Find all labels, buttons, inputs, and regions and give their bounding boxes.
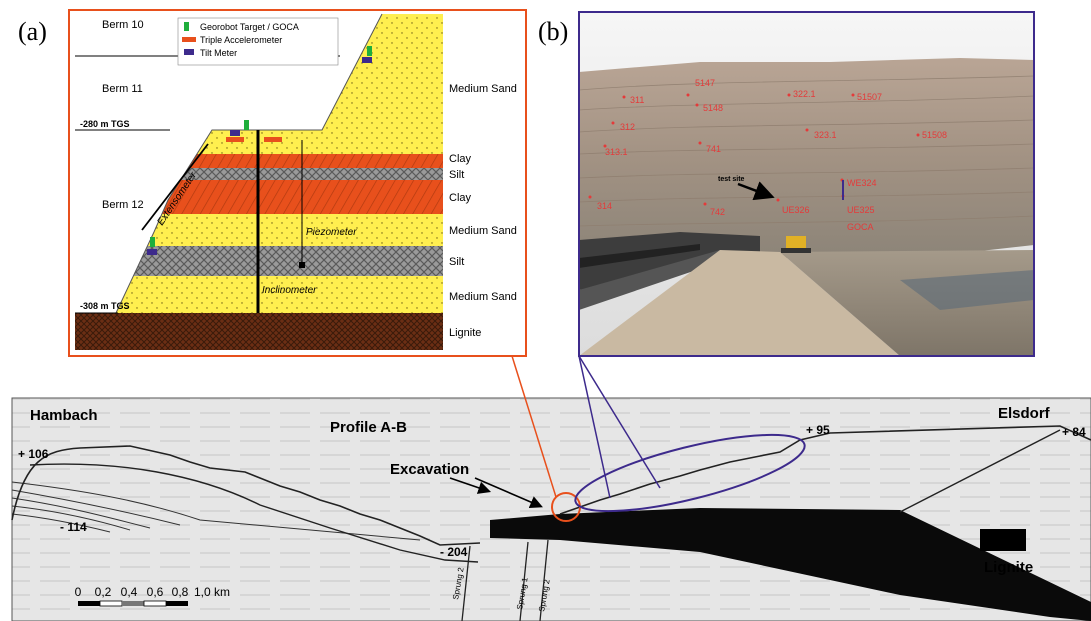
legend-tilt-meter: Tilt Meter — [200, 48, 237, 58]
accelerometer-1 — [226, 137, 244, 142]
point-322-1: 322.1 — [793, 89, 816, 99]
layer-label-7: Medium Sand — [449, 291, 517, 303]
berm-12-label: Berm 12 — [102, 199, 144, 211]
elevation-pit: - 204 — [440, 545, 468, 559]
profile-west-label: Hambach — [30, 407, 98, 424]
profile-title: Profile A-B — [330, 419, 407, 436]
panel-a: (a) Ext — [18, 10, 526, 356]
point-312: 312 — [620, 122, 635, 132]
depth-bottom-label: -308 m TGS — [80, 301, 130, 311]
point-323-1: 323.1 — [814, 130, 837, 140]
panel-b: (b) — [538, 12, 1034, 356]
elevation-left-low: - 114 — [60, 520, 87, 534]
tilt-meter-2 — [362, 57, 372, 63]
point-ue325: UE325 — [847, 205, 875, 215]
profile-east-label: Elsdorf — [998, 405, 1051, 422]
layer-label-5: Medium Sand — [449, 225, 517, 237]
point-goca: GOCA — [847, 222, 874, 232]
point-742: 742 — [710, 207, 725, 217]
point-51508: 51508 — [922, 130, 947, 140]
layer-label-3: Silt — [449, 169, 464, 181]
layer-label-4: Clay — [449, 192, 472, 204]
point-51507: 51507 — [857, 92, 882, 102]
test-site-label: test site — [718, 176, 745, 183]
point-ue326: UE326 — [782, 205, 810, 215]
point-313-1: 313.1 — [605, 147, 628, 157]
profile-panel: 0 0,2 0,4 0,6 0,8 1,0 km Sprung 2 Sprung… — [12, 398, 1091, 621]
point-5148: 5148 — [703, 103, 723, 113]
georobot-target-3 — [150, 237, 155, 247]
piezometer-label: Piezometer — [306, 227, 357, 238]
legend-accelerometer: Triple Accelerometer — [200, 35, 282, 45]
site-photo — [579, 12, 1034, 356]
depth-top-label: -280 m TGS — [80, 119, 130, 129]
georobot-target-2 — [367, 46, 372, 56]
lignite-legend-label: Lignite — [984, 559, 1033, 576]
berm-11-label: Berm 11 — [102, 83, 143, 95]
panel-a-tag: (a) — [18, 17, 47, 46]
scale-tick-0: 0 — [75, 585, 82, 599]
scale-tick-4: 0,8 — [172, 585, 189, 599]
layer-label-6: Silt — [449, 256, 464, 268]
layer-label-1: Medium Sand — [449, 83, 517, 95]
georobot-target-1 — [244, 120, 249, 130]
elevation-east: + 84 — [1062, 425, 1086, 439]
scale-tick-2: 0,4 — [121, 585, 138, 599]
scale-tick-1: 0,2 — [95, 585, 112, 599]
scale-tick-3: 0,6 — [147, 585, 164, 599]
inclinometer-label: Inclinometer — [262, 285, 317, 296]
panel-b-tag: (b) — [538, 17, 568, 46]
lignite-legend-swatch — [980, 529, 1026, 551]
point-741: 741 — [706, 144, 721, 154]
elevation-east-bench: + 95 — [806, 423, 830, 437]
accelerometer-2 — [264, 137, 282, 142]
point-311: 311 — [630, 95, 644, 105]
berm-10-label: Berm 10 — [102, 19, 144, 31]
elevation-west: + 106 — [18, 447, 49, 461]
excavation-label: Excavation — [390, 461, 469, 478]
layer-label-8: Lignite — [449, 327, 481, 339]
point-we324: WE324 — [847, 178, 877, 188]
scale-tick-5: 1,0 km — [194, 585, 230, 599]
point-5147: 5147 — [695, 78, 715, 88]
layer-label-2: Clay — [449, 153, 472, 165]
point-314: 314 — [597, 201, 612, 211]
panel-a-legend: Georobot Target / GOCA Triple Accelerome… — [178, 18, 338, 65]
tilt-meter-1 — [230, 130, 240, 136]
tilt-meter-3 — [147, 249, 157, 255]
legend-georobot: Georobot Target / GOCA — [200, 22, 299, 32]
